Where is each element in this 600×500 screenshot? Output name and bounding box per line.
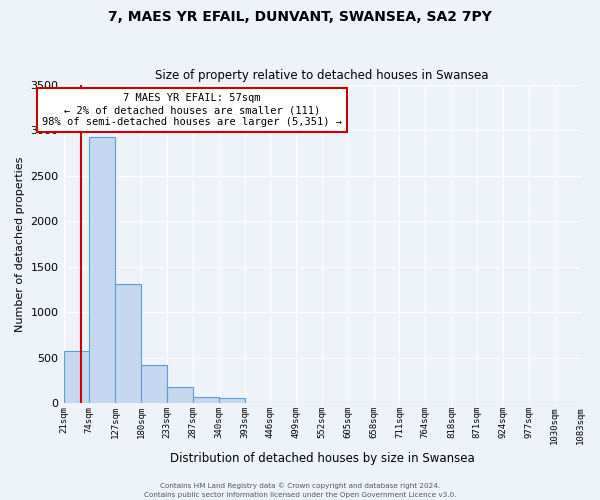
Bar xyxy=(64,352,89,404)
Bar xyxy=(193,397,219,404)
Text: 7, MAES YR EFAIL, DUNVANT, SWANSEA, SA2 7PY: 7, MAES YR EFAIL, DUNVANT, SWANSEA, SA2 … xyxy=(108,10,492,24)
X-axis label: Distribution of detached houses by size in Swansea: Distribution of detached houses by size … xyxy=(170,452,475,465)
Bar xyxy=(167,388,193,404)
Bar xyxy=(141,365,167,404)
Y-axis label: Number of detached properties: Number of detached properties xyxy=(15,156,25,332)
Bar xyxy=(89,138,115,404)
Text: 7 MAES YR EFAIL: 57sqm
← 2% of detached houses are smaller (111)
98% of semi-det: 7 MAES YR EFAIL: 57sqm ← 2% of detached … xyxy=(42,94,342,126)
Text: Contains HM Land Registry data © Crown copyright and database right 2024.: Contains HM Land Registry data © Crown c… xyxy=(160,482,440,489)
Bar xyxy=(115,284,141,404)
Text: Contains public sector information licensed under the Open Government Licence v3: Contains public sector information licen… xyxy=(144,492,456,498)
Title: Size of property relative to detached houses in Swansea: Size of property relative to detached ho… xyxy=(155,69,489,82)
Bar xyxy=(219,398,245,404)
